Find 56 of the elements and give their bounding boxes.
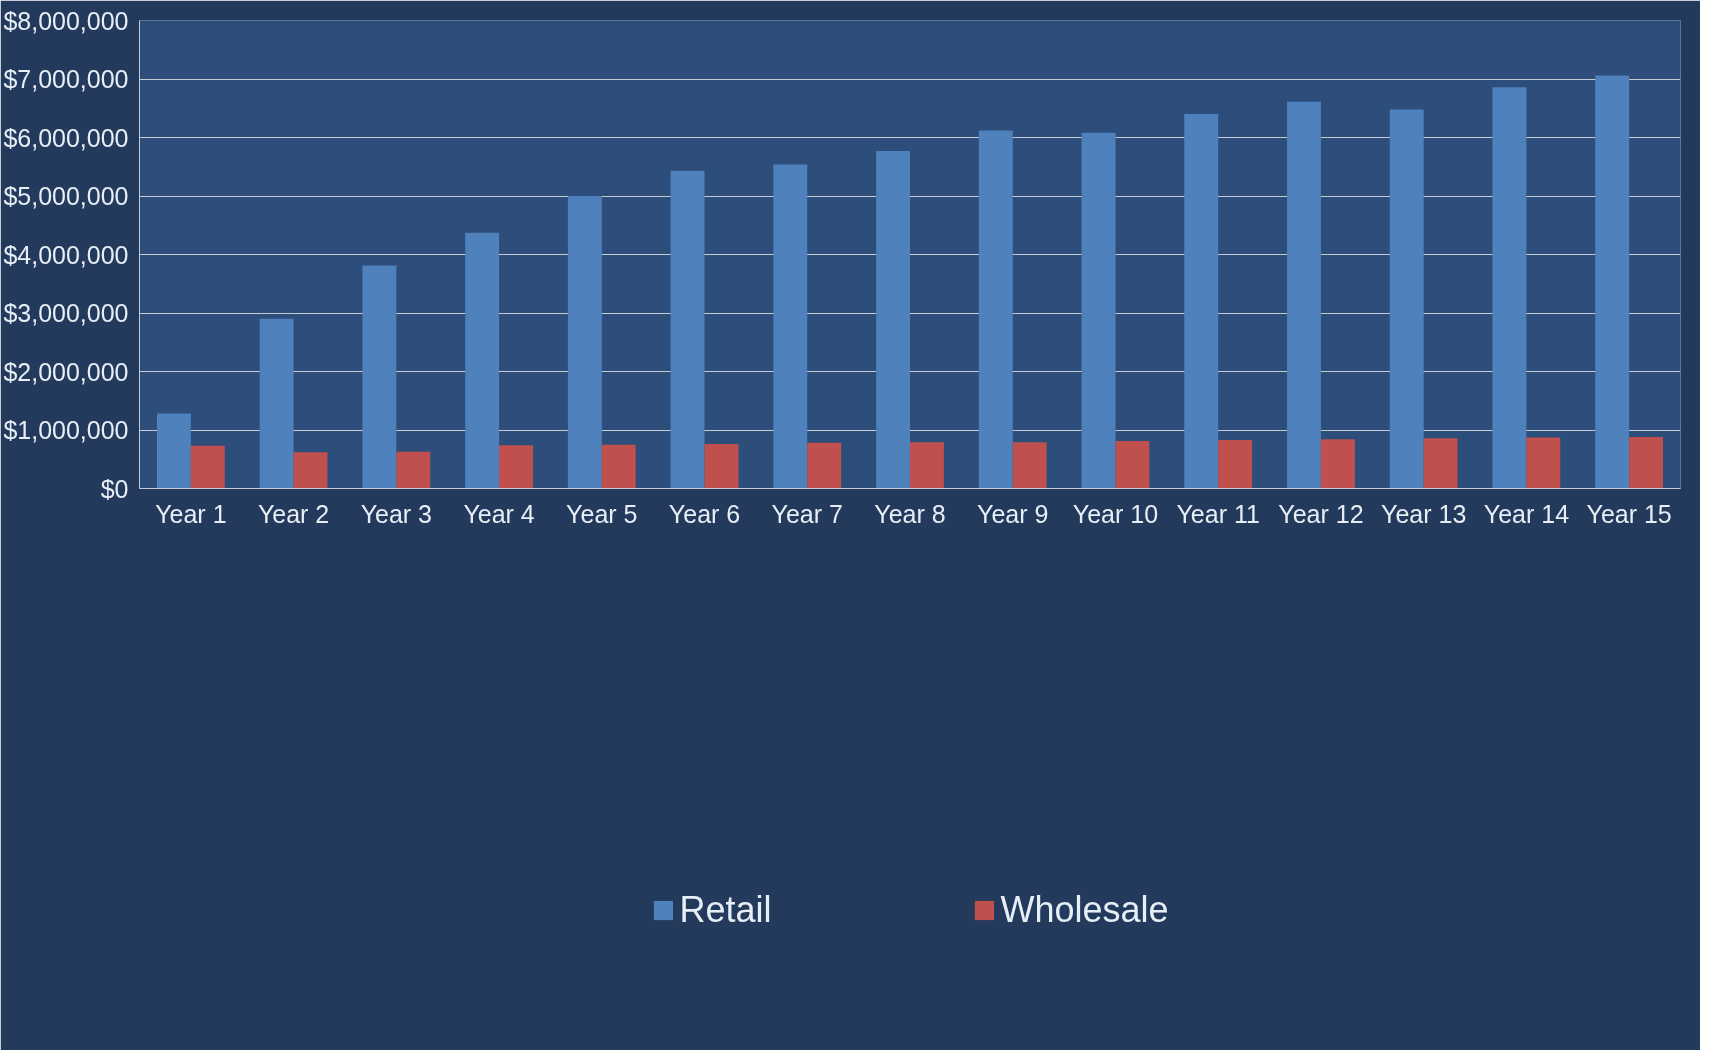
bar bbox=[704, 444, 739, 489]
bar bbox=[876, 150, 910, 489]
bar bbox=[1389, 109, 1424, 489]
bar bbox=[1595, 75, 1630, 489]
bar bbox=[1184, 114, 1219, 489]
bar bbox=[1287, 101, 1321, 489]
y-tick-label: $5,000,000 bbox=[3, 182, 129, 210]
bar bbox=[1115, 441, 1150, 489]
x-tick-label: Year 2 bbox=[257, 499, 330, 528]
y-tick-label: $4,000,000 bbox=[3, 240, 129, 269]
bar bbox=[1320, 439, 1355, 489]
x-tick-label: Year 8 bbox=[874, 499, 946, 528]
x-tick-label: Year 9 bbox=[977, 499, 1049, 528]
x-tick-label: Year 10 bbox=[1072, 499, 1159, 528]
bar bbox=[670, 170, 705, 489]
x-tick-label: Year 7 bbox=[771, 499, 843, 528]
bar bbox=[465, 232, 500, 489]
bar bbox=[1526, 437, 1561, 489]
y-tick-label: $8,000,000 bbox=[3, 6, 129, 35]
y-tick-label: $2,000,000 bbox=[3, 357, 129, 386]
y-tick-label: $3,000,000 bbox=[3, 299, 129, 327]
bar bbox=[259, 318, 294, 489]
y-tick-label: $7,000,000 bbox=[3, 65, 129, 93]
bar bbox=[910, 442, 944, 489]
bar bbox=[499, 445, 533, 489]
y-tick-label: $6,000,000 bbox=[3, 123, 129, 152]
bar bbox=[1492, 87, 1527, 489]
x-tick-label: Year 6 bbox=[668, 499, 741, 528]
legend-label: Wholesale bbox=[1000, 888, 1169, 931]
x-tick-label: Year 12 bbox=[1278, 499, 1364, 528]
bar bbox=[1629, 437, 1664, 489]
x-tick-label: Year 1 bbox=[155, 499, 227, 528]
x-tick-label: Year 11 bbox=[1176, 499, 1260, 528]
bar bbox=[293, 452, 328, 489]
bar bbox=[567, 196, 602, 489]
x-tick-label: Year 14 bbox=[1483, 499, 1570, 528]
bar bbox=[773, 164, 808, 489]
bar bbox=[362, 265, 397, 489]
bar bbox=[156, 413, 191, 489]
legend-label: Retail bbox=[679, 888, 772, 931]
bar bbox=[978, 130, 1013, 489]
x-tick-label: Year 5 bbox=[566, 499, 638, 528]
bar bbox=[1012, 442, 1047, 489]
x-tick-label: Year 13 bbox=[1381, 499, 1467, 528]
x-tick-label: Year 3 bbox=[360, 499, 433, 528]
bar bbox=[601, 444, 636, 489]
bar bbox=[1218, 439, 1253, 489]
bar bbox=[1081, 132, 1116, 489]
x-tick-label: Year 4 bbox=[463, 499, 535, 528]
x-tick-label: Year 15 bbox=[1586, 499, 1672, 528]
bar bbox=[396, 451, 431, 489]
bar bbox=[190, 445, 225, 489]
bar bbox=[807, 442, 842, 489]
y-tick-label: $0 bbox=[100, 474, 129, 503]
y-tick-label: $1,000,000 bbox=[3, 416, 129, 444]
bar bbox=[1423, 438, 1458, 489]
